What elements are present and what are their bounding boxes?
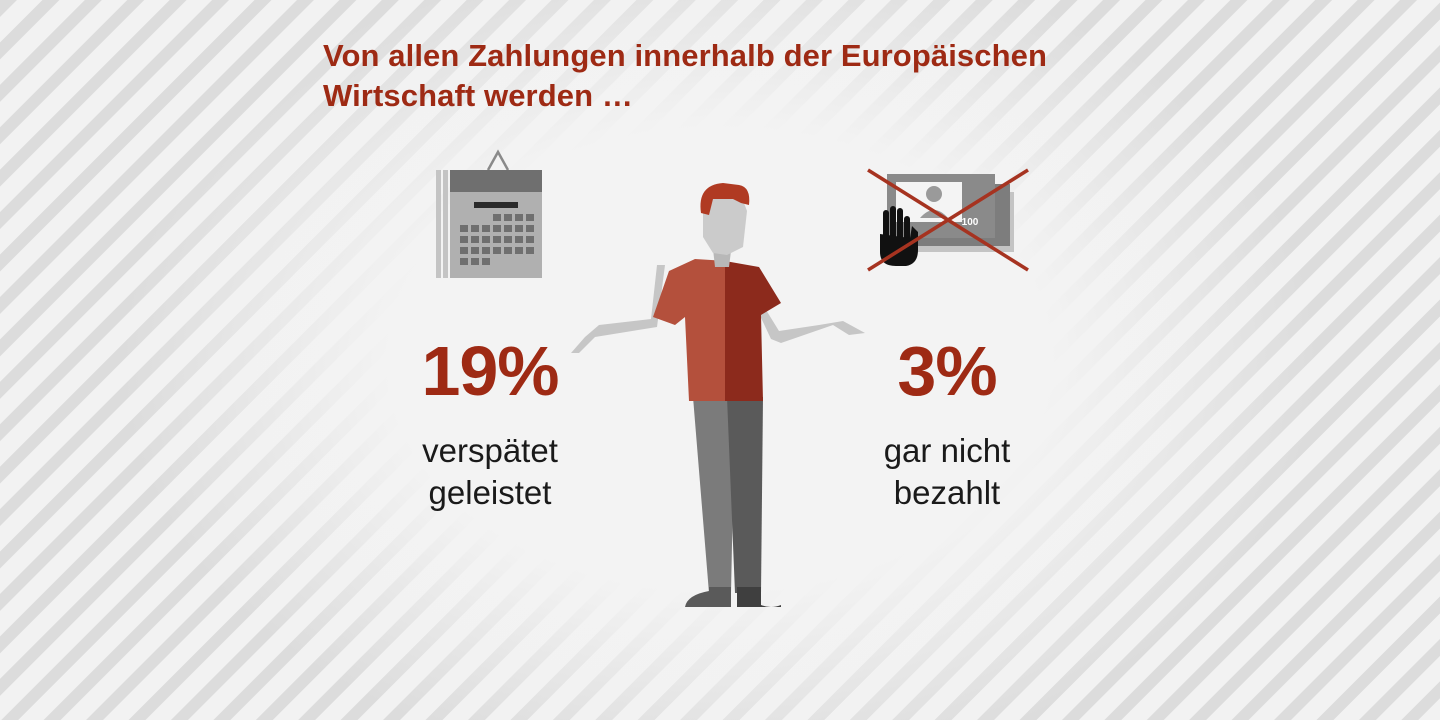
left-leg [693, 397, 735, 593]
head [703, 195, 747, 255]
shirt-right-half [725, 261, 781, 401]
hair [700, 183, 750, 215]
banknote-value: 100 [962, 217, 979, 228]
unpaid-payments-label-line-2: bezahlt [893, 474, 1001, 511]
late-payments-label-line-2: geleistet [428, 474, 552, 511]
shrugging-man-illustration [571, 183, 865, 607]
left-arm [571, 265, 665, 353]
unpaid-payments-label: gar nicht bezahlt [842, 430, 1052, 514]
shirt-left-half [653, 259, 731, 401]
right-shoe [737, 587, 781, 607]
headline: Von allen Zahlungen innerhalb der Europä… [323, 36, 1047, 116]
unpaid-payments-percent: 3% [897, 332, 997, 410]
right-arm [755, 305, 865, 343]
headline-line-1: Von allen Zahlungen innerhalb der Europä… [323, 38, 1048, 73]
unpaid-payments-stat: 3% gar nicht bezahlt [842, 336, 1052, 514]
late-payments-stat: 19% verspätet geleistet [385, 336, 595, 514]
crossed-out-banknote-icon: 100 [867, 168, 1029, 272]
late-payments-percent: 19% [421, 332, 559, 410]
unpaid-payments-label-line-1: gar nicht [883, 432, 1011, 469]
late-payments-label-line-1: verspätet [422, 432, 558, 469]
headline-line-2: Wirtschaft werden … [323, 78, 633, 113]
left-shoe [685, 587, 731, 607]
late-payments-label: verspätet geleistet [385, 430, 595, 514]
calendar-icon [436, 149, 542, 278]
right-leg [727, 397, 763, 593]
